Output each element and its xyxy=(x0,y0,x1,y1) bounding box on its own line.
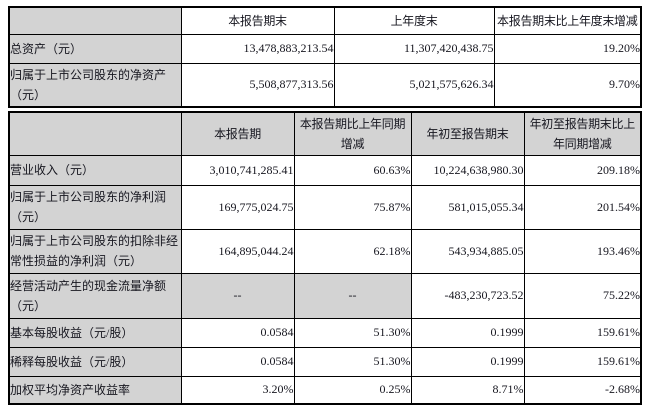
table-row-net-profit-excl-nonrecurring: 归属于上市公司股东的扣除非经常性损益的净利润（元） 164,895,044.24… xyxy=(8,228,642,274)
cell-value: 8.71% xyxy=(410,375,525,405)
period-header-row: 本报告期 本报告期比上年同期增减 年初至报告期末 年初至报告期末比上年同期增减 xyxy=(8,111,642,156)
cell-value: 0.1999 xyxy=(410,317,525,348)
cell-value: 19.20% xyxy=(493,33,642,64)
row-label: 归属于上市公司股东的净利润（元） xyxy=(8,184,182,230)
period-corner-cell xyxy=(8,111,182,156)
period-header-ytd-change: 年初至报告期末比上年同期增减 xyxy=(523,111,642,156)
row-label: 总资产（元） xyxy=(8,33,182,64)
cell-value: 164,895,044.24 xyxy=(180,228,295,274)
table-row-operating-revenue: 营业收入（元） 3,010,741,285.41 60.63% 10,224,6… xyxy=(8,154,642,186)
cell-value: 159.61% xyxy=(523,346,642,377)
cell-value: 159.61% xyxy=(523,317,642,348)
cell-value: 13,478,883,213.54 xyxy=(180,33,335,64)
cell-value: 75.22% xyxy=(523,272,642,319)
cell-value: 581,015,055.34 xyxy=(410,184,525,230)
row-label: 归属于上市公司股东的净资产（元） xyxy=(8,62,182,108)
cell-value: 5,021,575,626.34 xyxy=(333,62,495,108)
reporting-period-table: 本报告期 本报告期比上年同期增减 年初至报告期末 年初至报告期末比上年同期增减 … xyxy=(8,111,642,405)
cell-value: 11,307,420,438.75 xyxy=(333,33,495,64)
table-row-total-assets: 总资产（元） 13,478,883,213.54 11,307,420,438.… xyxy=(8,33,642,64)
cell-value: 51.30% xyxy=(293,346,412,377)
cell-value: 51.30% xyxy=(293,317,412,348)
table-row-diluted-eps: 稀释每股收益（元/股） 0.0584 51.30% 0.1999 159.61% xyxy=(8,346,642,377)
cell-value: 0.25% xyxy=(293,375,412,405)
cell-value: -2.68% xyxy=(523,375,642,405)
summary-header-row: 本报告期末 上年度末 本报告期末比上年度末增减 xyxy=(8,6,642,35)
cell-value: 5,508,877,313.56 xyxy=(180,62,335,108)
period-header-current-period: 本报告期 xyxy=(180,111,295,156)
cell-value: 0.0584 xyxy=(180,317,295,348)
row-label: 稀释每股收益（元/股） xyxy=(8,346,182,377)
cell-value: 0.1999 xyxy=(410,346,525,377)
cell-value: 60.63% xyxy=(293,154,412,186)
cell-value: 3,010,741,285.41 xyxy=(180,154,295,186)
period-header-yoy-change: 本报告期比上年同期增减 xyxy=(293,111,412,156)
cell-value: 9.70% xyxy=(493,62,642,108)
table-row-weighted-avg-roe: 加权平均净资产收益率 3.20% 0.25% 8.71% -2.68% xyxy=(8,375,642,405)
row-label: 营业收入（元） xyxy=(8,154,182,186)
cell-value: 75.87% xyxy=(293,184,412,230)
cell-value: 0.0584 xyxy=(180,346,295,377)
table-row-net-profit: 归属于上市公司股东的净利润（元） 169,775,024.75 75.87% 5… xyxy=(8,184,642,230)
summary-header-current-period-end: 本报告期末 xyxy=(180,6,335,35)
cell-value-not-applicable: -- xyxy=(293,272,412,319)
cell-value: 193.46% xyxy=(523,228,642,274)
table-row-operating-cash-flow: 经营活动产生的现金流量净额（元） -- -- -483,230,723.52 7… xyxy=(8,272,642,319)
table-row-net-assets: 归属于上市公司股东的净资产（元） 5,508,877,313.56 5,021,… xyxy=(8,62,642,108)
row-label: 基本每股收益（元/股） xyxy=(8,317,182,348)
cell-value: 3.20% xyxy=(180,375,295,405)
cell-value: -483,230,723.52 xyxy=(410,272,525,319)
period-end-summary-table: 本报告期末 上年度末 本报告期末比上年度末增减 总资产（元） 13,478,88… xyxy=(8,6,642,108)
cell-value: 543,934,885.05 xyxy=(410,228,525,274)
summary-header-prior-year-end: 上年度末 xyxy=(333,6,495,35)
cell-value-not-applicable: -- xyxy=(180,272,295,319)
cell-value: 169,775,024.75 xyxy=(180,184,295,230)
table-row-basic-eps: 基本每股收益（元/股） 0.0584 51.30% 0.1999 159.61% xyxy=(8,317,642,348)
cell-value: 62.18% xyxy=(293,228,412,274)
row-label: 经营活动产生的现金流量净额（元） xyxy=(8,272,182,319)
row-label: 归属于上市公司股东的扣除非经常性损益的净利润（元） xyxy=(8,228,182,274)
summary-corner-cell xyxy=(8,6,182,35)
summary-header-change: 本报告期末比上年度末增减 xyxy=(493,6,642,35)
cell-value: 10,224,638,980.30 xyxy=(410,154,525,186)
row-label: 加权平均净资产收益率 xyxy=(8,375,182,405)
period-header-ytd: 年初至报告期末 xyxy=(410,111,525,156)
cell-value: 209.18% xyxy=(523,154,642,186)
cell-value: 201.54% xyxy=(523,184,642,230)
